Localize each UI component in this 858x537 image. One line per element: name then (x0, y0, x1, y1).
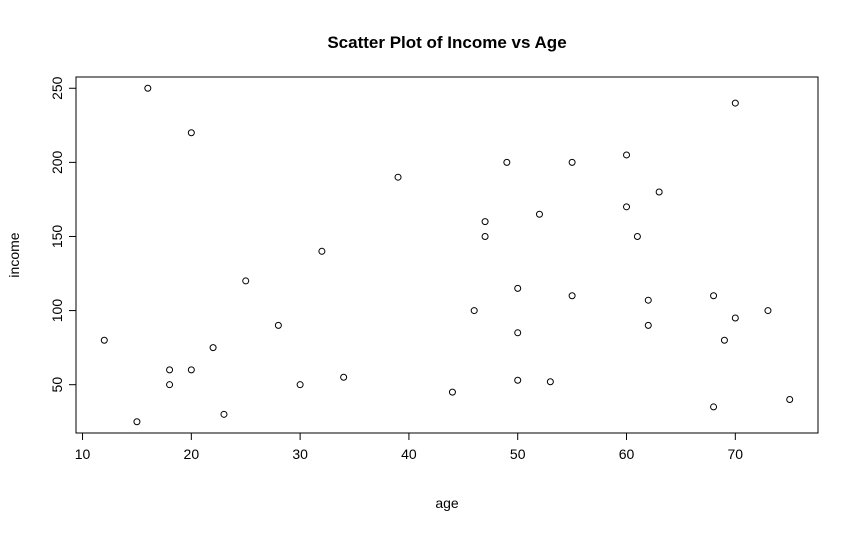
data-point (633, 232, 641, 240)
data-point (242, 277, 250, 285)
x-tick-label: 60 (619, 446, 635, 462)
data-point (274, 321, 282, 329)
data-point (514, 284, 522, 292)
data-point (655, 188, 663, 196)
data-point (209, 344, 217, 352)
data-point (448, 388, 456, 396)
y-tick-label: 100 (49, 299, 65, 323)
data-points (100, 84, 794, 426)
x-tick-label: 50 (510, 446, 526, 462)
data-point (535, 210, 543, 218)
data-point (710, 403, 718, 411)
y-axis: 50 100 150 200 250 (49, 76, 77, 393)
y-tick-label: 150 (49, 225, 65, 249)
data-point (166, 366, 174, 374)
y-axis-label: income (6, 232, 22, 277)
data-point (100, 336, 108, 344)
data-point (503, 158, 511, 166)
data-point (623, 203, 631, 211)
data-point (644, 296, 652, 304)
data-point (568, 158, 576, 166)
data-point (568, 292, 576, 300)
data-point (623, 151, 631, 159)
x-tick-label: 40 (401, 446, 417, 462)
y-tick-label: 250 (49, 76, 65, 100)
data-point (187, 129, 195, 137)
x-tick-label: 10 (75, 446, 91, 462)
y-tick-label: 50 (49, 377, 65, 393)
data-point (644, 321, 652, 329)
data-point (340, 373, 348, 381)
data-point (710, 292, 718, 300)
data-point (144, 84, 152, 92)
data-point (481, 232, 489, 240)
x-axis-label: age (435, 495, 459, 511)
data-point (764, 307, 772, 315)
x-tick-label: 70 (728, 446, 744, 462)
data-point (786, 396, 794, 404)
data-point (133, 418, 141, 426)
data-point (166, 381, 174, 389)
chart-title: Scatter Plot of Income vs Age (327, 33, 566, 52)
x-tick-label: 30 (292, 446, 308, 462)
data-point (470, 307, 478, 315)
plot-frame (75, 76, 819, 434)
data-point (394, 173, 402, 181)
x-tick-label: 20 (184, 446, 200, 462)
data-point (296, 381, 304, 389)
data-point (514, 329, 522, 337)
y-tick-label: 200 (49, 150, 65, 174)
data-point (731, 314, 739, 322)
data-point (731, 99, 739, 107)
data-point (514, 376, 522, 384)
x-axis: 10 20 30 40 50 60 70 (75, 432, 744, 462)
data-point (187, 366, 195, 374)
data-point (318, 247, 326, 255)
data-point (720, 336, 728, 344)
data-point (220, 410, 228, 418)
data-point (481, 218, 489, 226)
data-point (546, 378, 554, 386)
